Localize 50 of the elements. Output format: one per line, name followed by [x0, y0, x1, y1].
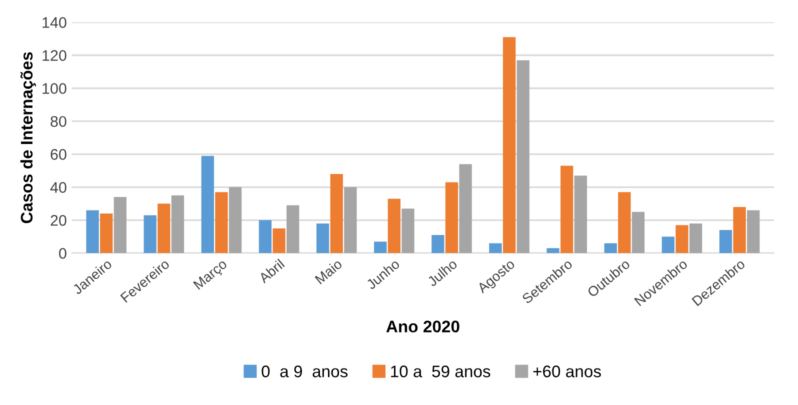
x-axis-title: Ano 2020: [386, 320, 460, 332]
bar: [374, 242, 387, 254]
bar: [502, 37, 516, 254]
y-tick-label: 40: [50, 182, 66, 193]
bar: [144, 215, 156, 254]
x-tick-label: Maio: [314, 258, 343, 284]
bar: [432, 234, 444, 254]
bar: [747, 210, 760, 254]
y-tick-label: 60: [50, 149, 66, 160]
bar: [662, 236, 674, 254]
bar: [330, 174, 343, 254]
bar: [86, 210, 99, 254]
bar: [316, 223, 330, 254]
legend-label: +60 anos: [533, 366, 601, 378]
y-tick-label: 0: [59, 248, 66, 259]
bar: [733, 206, 746, 254]
bar: [604, 243, 617, 254]
bar: [489, 243, 502, 254]
bar: [272, 228, 286, 254]
y-tick-label: 100: [42, 83, 66, 94]
bar: [344, 187, 357, 254]
bar: [402, 208, 414, 254]
bar: [676, 225, 688, 254]
bar: [719, 230, 732, 254]
bar: [286, 205, 300, 254]
bar: [445, 182, 458, 254]
bar: [459, 164, 472, 254]
y-tick-label: 140: [42, 17, 66, 28]
bar: [546, 248, 560, 254]
y-tick-label: 20: [50, 215, 66, 226]
bar: [114, 197, 127, 254]
y-tick-label: 80: [50, 116, 66, 127]
y-axis-title: Casos de Internações: [20, 52, 36, 224]
y-tick-label: 120: [42, 50, 66, 61]
bar: [516, 60, 530, 254]
bar: [215, 192, 228, 254]
bar: [618, 192, 631, 254]
bar: [689, 223, 702, 254]
bar: [388, 198, 400, 254]
bar: [228, 187, 242, 254]
bar: [574, 176, 587, 254]
bar: [201, 156, 214, 254]
bar: [258, 220, 272, 254]
bar: [560, 166, 574, 254]
legend-label: 0 a 9 anos: [262, 366, 348, 378]
bar: [100, 214, 113, 254]
bar: [632, 212, 645, 254]
bar: [171, 195, 184, 254]
bar: [158, 204, 170, 254]
legend-label: 10 a 59 anos: [391, 366, 490, 378]
